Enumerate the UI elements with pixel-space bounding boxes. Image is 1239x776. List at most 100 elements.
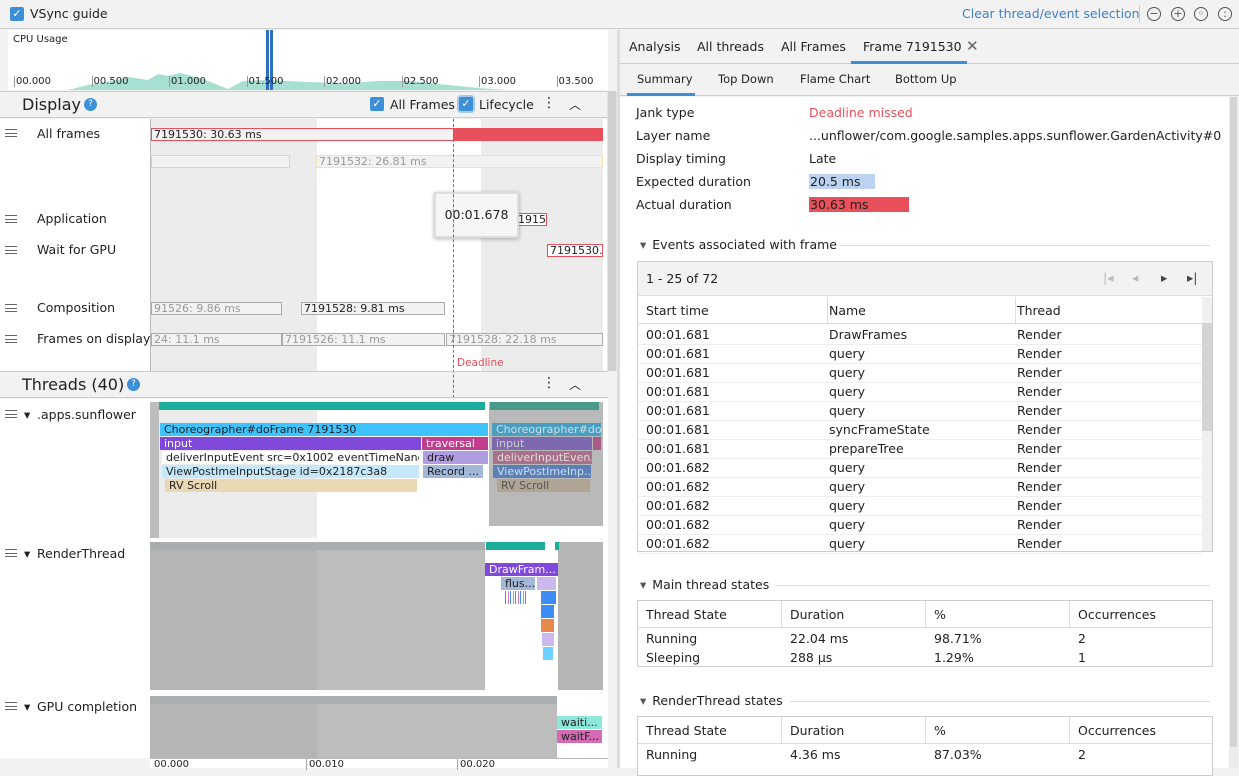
help-icon[interactable]: ?: [84, 98, 97, 111]
expand-icon[interactable]: ▾: [24, 546, 31, 561]
column-header[interactable]: Thread State: [646, 723, 727, 738]
slice[interactable]: traversal: [422, 437, 488, 450]
all-frames-checkbox[interactable]: ✓: [370, 97, 384, 111]
slice[interactable]: waiti...: [557, 716, 602, 729]
help-icon[interactable]: ?: [127, 378, 140, 391]
table-row[interactable]: [638, 478, 1202, 497]
last-page-icon[interactable]: ▸|: [1187, 270, 1198, 285]
slice[interactable]: DrawFram...: [485, 563, 558, 576]
slice[interactable]: ViewPostImeInputStage id=0x2187c3a8: [162, 465, 419, 478]
column-header[interactable]: %: [934, 607, 946, 622]
table-row[interactable]: [638, 383, 1202, 402]
drag-handle-icon[interactable]: [5, 246, 17, 254]
first-page-icon[interactable]: |◂: [1103, 270, 1114, 285]
table-row[interactable]: [638, 516, 1202, 535]
next-page-icon[interactable]: ▸: [1161, 270, 1168, 285]
zoom-in-icon[interactable]: +: [1171, 7, 1185, 21]
thread-state-bar[interactable]: [159, 402, 485, 410]
events-section-header[interactable]: Events associated with frame: [640, 237, 837, 252]
scrollbar[interactable]: [1202, 297, 1212, 551]
table-row[interactable]: [638, 326, 1202, 345]
expand-icon[interactable]: ▾: [24, 699, 31, 714]
thread-state-bar[interactable]: [486, 542, 545, 550]
composition-bar[interactable]: 7191528: 9.81 ms: [301, 302, 445, 315]
zoom-out-icon[interactable]: −: [1147, 7, 1161, 21]
column-header[interactable]: Occurrences: [1078, 607, 1156, 622]
subtab-0[interactable]: Summary: [637, 72, 693, 86]
main-states-section-header[interactable]: Main thread states: [640, 577, 769, 592]
splitter[interactable]: [617, 30, 620, 768]
lifecycle-checkbox[interactable]: ✓: [459, 97, 473, 111]
slice[interactable]: waitF...: [557, 730, 602, 743]
slice[interactable]: Record ...: [423, 465, 483, 478]
more-options-icon[interactable]: ⋮: [542, 95, 556, 111]
frame-bar[interactable]: [151, 155, 290, 168]
clear-selection-link[interactable]: Clear thread/event selection: [962, 6, 1140, 21]
table-row[interactable]: [638, 421, 1202, 440]
tab-2[interactable]: All Frames: [781, 39, 846, 54]
table-row[interactable]: [638, 440, 1202, 459]
subtab-3[interactable]: Bottom Up: [895, 72, 957, 86]
expand-icon[interactable]: ▾: [24, 407, 31, 422]
frame-bar[interactable]: 7191530: 30.63 ms: [151, 128, 454, 141]
jank-bar[interactable]: [453, 128, 603, 141]
vsync-checkbox[interactable]: ✓: [10, 7, 24, 21]
thread-state-bar[interactable]: [490, 402, 599, 410]
frame-on-display-bar[interactable]: 7191528: 22.18 ms: [446, 333, 603, 346]
drag-handle-icon[interactable]: [5, 549, 17, 557]
slice[interactable]: deliverInputEven...: [493, 451, 592, 464]
scrollbar[interactable]: [607, 91, 617, 371]
render-states-section-header[interactable]: RenderThread states: [640, 693, 782, 708]
drag-handle-icon[interactable]: [5, 335, 17, 343]
more-options-icon[interactable]: ⋮: [542, 375, 556, 391]
collapse-icon[interactable]: ︿: [569, 98, 582, 112]
drag-handle-icon[interactable]: [5, 702, 17, 710]
collapse-icon[interactable]: ︿: [569, 378, 582, 392]
scrollbar[interactable]: [1229, 97, 1238, 768]
column-header[interactable]: Duration: [790, 607, 845, 622]
drag-handle-icon[interactable]: [5, 410, 17, 418]
frame-on-display-bar[interactable]: 24: 11.1 ms: [151, 333, 282, 346]
slice[interactable]: Choreographer#do...: [492, 423, 601, 436]
subtab-2[interactable]: Flame Chart: [800, 72, 871, 86]
composition-bar[interactable]: 91526: 9.86 ms: [151, 302, 282, 315]
tab-0[interactable]: Analysis: [629, 39, 681, 54]
column-header[interactable]: Thread State: [646, 607, 727, 622]
column-header[interactable]: %: [934, 723, 946, 738]
drag-handle-icon[interactable]: [5, 129, 17, 137]
slice[interactable]: deliverInputEvent src=0x1002 eventTimeNa…: [162, 451, 419, 464]
table-row[interactable]: [638, 459, 1202, 478]
drag-handle-icon[interactable]: [5, 215, 17, 223]
column-header[interactable]: Thread: [1017, 303, 1061, 318]
cpu-usage-timeline[interactable]: CPU Usage 00.000 00.500 01.000 01.500 02.000…: [8, 30, 608, 90]
wait-gpu-bar[interactable]: 7191530...: [547, 244, 603, 257]
table-row[interactable]: [638, 497, 1202, 516]
subtab-1[interactable]: Top Down: [718, 72, 774, 86]
slice[interactable]: input: [160, 437, 421, 450]
column-header[interactable]: Name: [829, 303, 866, 318]
drag-handle-icon[interactable]: [5, 304, 17, 312]
prev-page-icon[interactable]: ◂: [1132, 270, 1139, 285]
slice[interactable]: RV Scroll: [497, 479, 590, 492]
table-row[interactable]: [638, 402, 1202, 421]
close-tab-icon[interactable]: ✕: [966, 37, 979, 55]
table-row[interactable]: [638, 364, 1202, 383]
frame-bar[interactable]: 7191532: 26.81 ms: [316, 155, 603, 168]
reset-zoom-icon[interactable]: ◦: [1194, 7, 1208, 21]
slice[interactable]: RV Scroll: [165, 479, 417, 492]
slice[interactable]: draw: [423, 451, 488, 464]
column-header[interactable]: Occurrences: [1078, 723, 1156, 738]
slice[interactable]: Choreographer#doFrame 7191530: [160, 423, 488, 436]
tab-3[interactable]: Frame 7191530: [863, 39, 962, 54]
table-row[interactable]: [638, 345, 1202, 364]
slice[interactable]: ViewPostImeInp...: [493, 465, 591, 478]
zoom-to-selection-icon[interactable]: :: [1218, 7, 1232, 21]
tab-1[interactable]: All threads: [697, 39, 764, 54]
column-header[interactable]: Duration: [790, 723, 845, 738]
slice[interactable]: input: [492, 437, 592, 450]
track-label: RenderThread: [37, 546, 126, 561]
column-header[interactable]: Start time: [646, 303, 709, 318]
frame-on-display-bar[interactable]: 7191526: 11.1 ms: [282, 333, 445, 346]
slice[interactable]: flus...: [501, 577, 535, 590]
table-row[interactable]: [638, 535, 1202, 554]
